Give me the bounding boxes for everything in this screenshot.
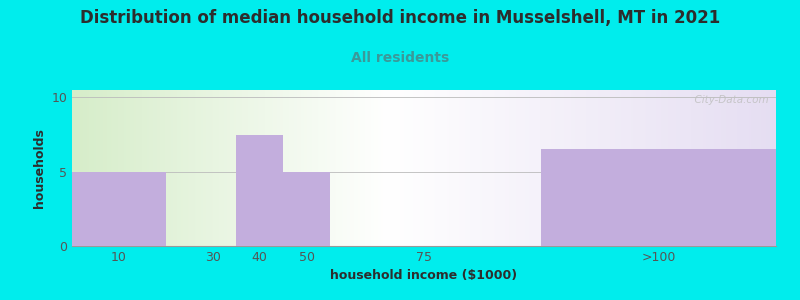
Text: City-Data.com: City-Data.com: [688, 95, 769, 105]
Bar: [542, 149, 776, 246]
Bar: [236, 135, 283, 246]
X-axis label: household income ($1000): household income ($1000): [330, 269, 518, 282]
Y-axis label: households: households: [33, 128, 46, 208]
Bar: [283, 172, 330, 246]
Text: Distribution of median household income in Musselshell, MT in 2021: Distribution of median household income …: [80, 9, 720, 27]
Bar: [72, 172, 166, 246]
Text: All residents: All residents: [351, 51, 449, 65]
